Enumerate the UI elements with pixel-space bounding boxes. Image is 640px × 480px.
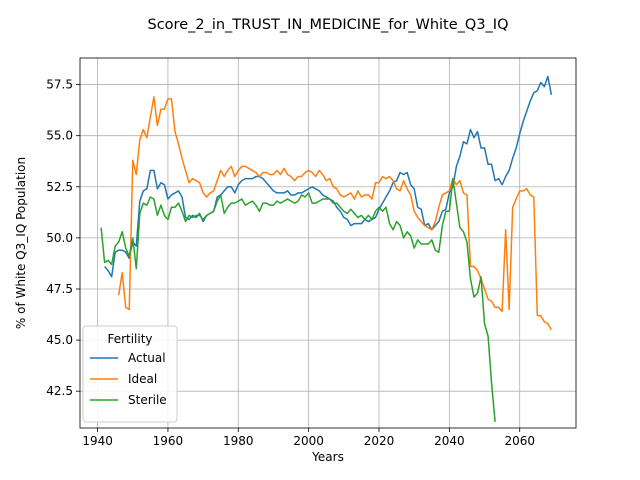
- legend-label-actual: Actual: [128, 351, 166, 365]
- y-tick-label: 47.5: [46, 282, 73, 296]
- y-tick-label: 50.0: [46, 231, 73, 245]
- y-tick-label: 42.5: [46, 384, 73, 398]
- x-tick-label: 2060: [504, 434, 535, 448]
- y-tick-label: 45.0: [46, 333, 73, 347]
- x-axis-label: Years: [311, 450, 344, 464]
- x-tick-label: 1940: [82, 434, 113, 448]
- series-line-ideal: [117, 96, 553, 331]
- y-tick-label: 52.5: [46, 180, 73, 194]
- x-tick-label: 1980: [223, 434, 254, 448]
- legend-box: [82, 325, 178, 423]
- series-line-actual: [104, 75, 553, 278]
- legend-title: Fertility: [107, 332, 152, 346]
- series-lines: [100, 75, 553, 422]
- y-axis-label: % of White Q3_IQ Population: [14, 157, 28, 329]
- axis-ticks: 1940 1960 1980 2000 2020 2040 2060 42.5 45.0 47.5…: [46, 78, 535, 448]
- x-tick-label: 2040: [434, 434, 465, 448]
- x-tick-label: 1960: [153, 434, 184, 448]
- series-line-sterile: [100, 177, 496, 422]
- x-tick-label: 2020: [364, 434, 395, 448]
- legend-label-sterile: Sterile: [128, 393, 167, 407]
- plot-frame: [79, 57, 577, 429]
- chart-title: Score_2_in_TRUST_IN_MEDICINE_for_White_Q…: [148, 17, 509, 33]
- legend-entries: Actual Ideal Sterile: [90, 351, 167, 407]
- legend-label-ideal: Ideal: [128, 372, 157, 386]
- y-tick-label: 55.0: [46, 129, 73, 143]
- legend: Fertility Actual Ideal Sterile: [82, 325, 178, 423]
- y-tick-label: 57.5: [46, 78, 73, 92]
- x-tick-label: 2000: [293, 434, 324, 448]
